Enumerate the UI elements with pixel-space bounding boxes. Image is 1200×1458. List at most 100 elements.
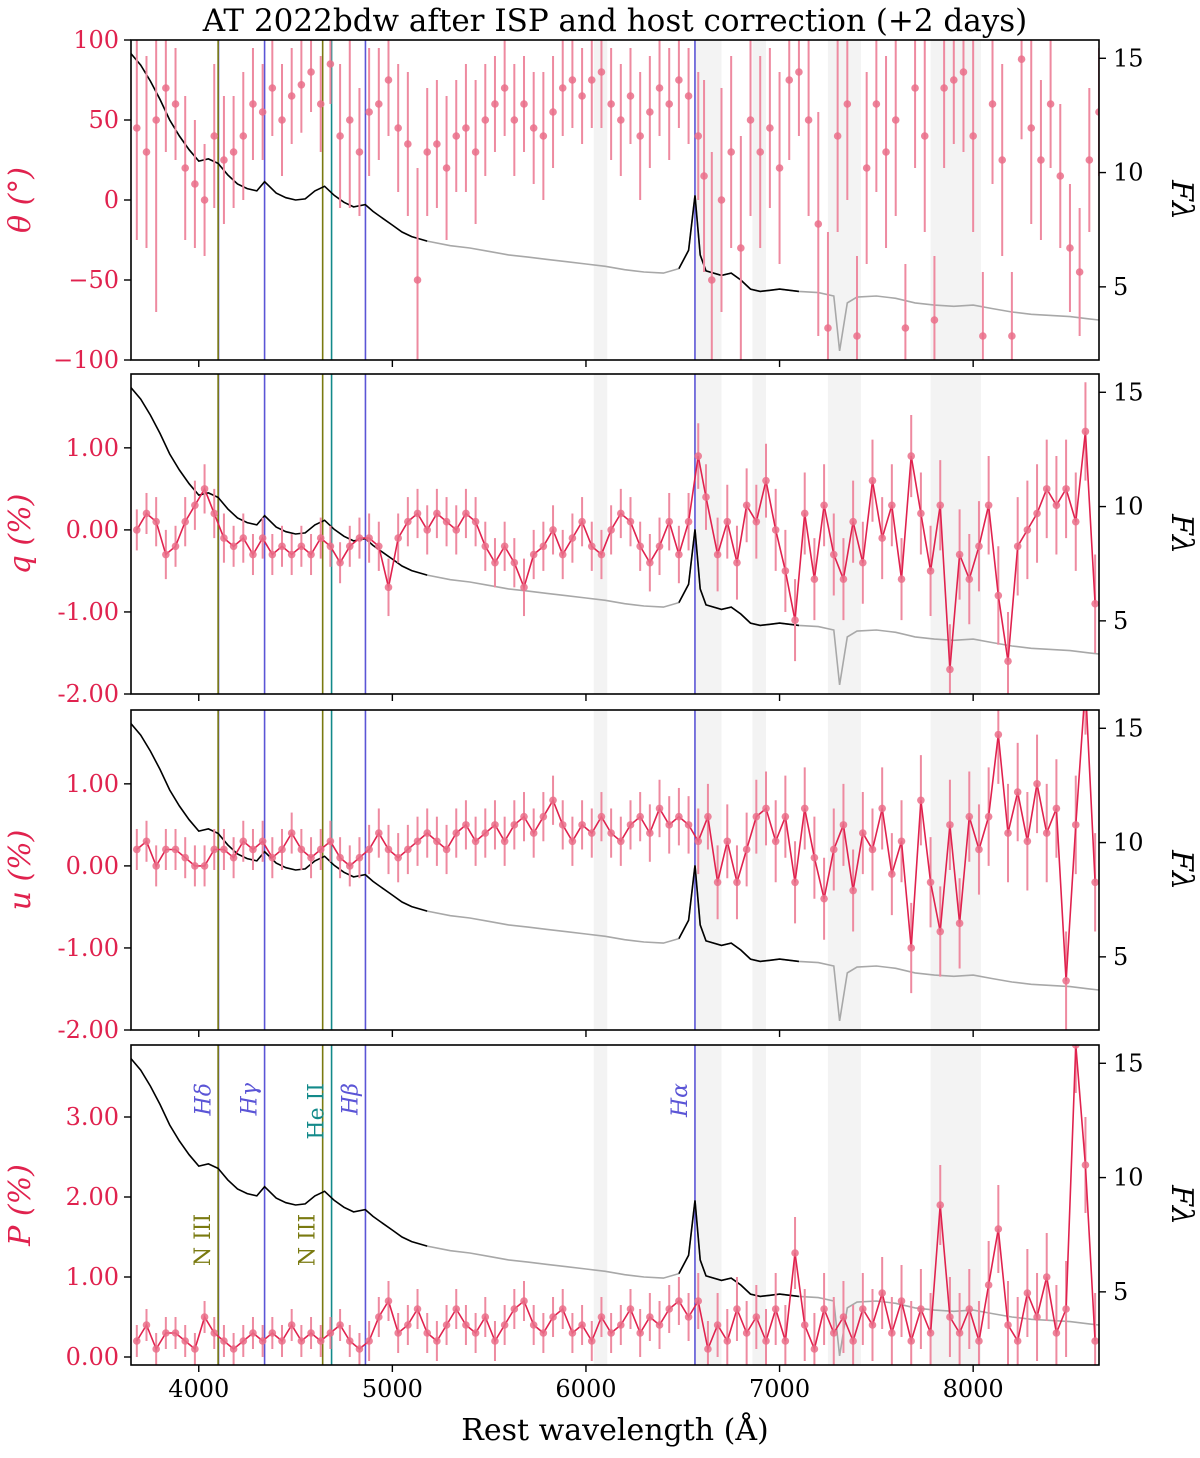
data-point	[142, 148, 151, 156]
data-point	[1023, 837, 1032, 846]
data-point	[636, 1329, 644, 1337]
data-point	[520, 1297, 528, 1305]
right-tick-label: 15	[1113, 378, 1144, 406]
data-point	[433, 837, 441, 846]
line-label: N III	[191, 1214, 216, 1266]
data-point	[268, 853, 277, 862]
data-point	[675, 812, 683, 821]
flux-spectrum-black-red	[678, 865, 799, 963]
data-point	[1008, 332, 1016, 340]
y-axis-label: q (%)	[3, 494, 38, 575]
data-point	[316, 534, 325, 542]
data-point	[1033, 509, 1041, 518]
flux-spectrum-black	[131, 1058, 428, 1247]
data-point	[510, 116, 519, 124]
data-point	[833, 132, 842, 140]
data-point	[626, 821, 635, 829]
right-axis-label: Fλ	[1164, 179, 1199, 220]
y-axis-label: u (%)	[3, 830, 38, 911]
data-point	[278, 1337, 286, 1345]
data-point	[684, 1313, 693, 1321]
data-point	[800, 804, 809, 813]
data-point	[1052, 804, 1061, 813]
data-point	[568, 534, 577, 542]
data-point	[791, 878, 799, 887]
data-point	[800, 1321, 809, 1329]
data-point	[394, 124, 402, 132]
data-point	[882, 148, 890, 156]
data-point	[878, 1289, 886, 1297]
data-point	[452, 526, 461, 534]
right-axis-label: Fλ	[1164, 849, 1199, 890]
right-tick-label: 5	[1113, 1278, 1128, 1306]
data-point	[442, 1321, 451, 1329]
data-point	[1091, 1337, 1099, 1345]
data-point	[607, 829, 615, 837]
data-point	[520, 100, 528, 108]
data-point	[771, 1305, 780, 1313]
y-tick-label: 0.00	[66, 516, 119, 544]
data-point	[578, 1321, 586, 1329]
data-point	[404, 845, 412, 854]
data-point	[684, 92, 693, 100]
data-point	[587, 542, 596, 551]
data-point	[442, 845, 451, 854]
right-axis-label: Fλ	[1164, 1184, 1199, 1225]
data-point	[568, 837, 577, 846]
data-point	[278, 542, 286, 551]
data-point	[975, 542, 983, 551]
telluric-band	[593, 1045, 608, 1365]
flux-spectrum-black-red	[678, 529, 799, 627]
data-point	[133, 526, 141, 534]
data-point	[1004, 829, 1012, 837]
data-point	[191, 501, 199, 510]
y-tick-label: 1.00	[66, 1263, 119, 1291]
data-point	[510, 821, 519, 829]
data-point	[191, 180, 199, 188]
data-point	[316, 845, 325, 854]
data-point	[1071, 1045, 1080, 1049]
data-point	[1075, 268, 1084, 276]
data-point	[278, 116, 286, 124]
data-point	[897, 575, 906, 583]
data-point	[239, 1337, 248, 1345]
data-point	[713, 550, 722, 559]
data-point	[1062, 1305, 1070, 1313]
data-point	[394, 853, 402, 862]
data-point	[316, 100, 325, 108]
data-point	[907, 452, 916, 460]
data-point	[665, 821, 674, 829]
data-point	[220, 1337, 228, 1345]
data-point	[597, 550, 606, 559]
data-point	[853, 332, 861, 340]
line-label: Hγ	[238, 1082, 263, 1116]
data-point	[142, 1321, 151, 1329]
data-point	[365, 108, 373, 116]
data-point	[384, 583, 393, 592]
data-point	[210, 845, 219, 854]
data-point	[413, 1305, 422, 1313]
data-point	[1062, 976, 1070, 985]
data-point	[665, 100, 674, 108]
data-point	[307, 550, 315, 559]
data-point	[268, 84, 277, 92]
x-tick-label: 7000	[749, 1375, 810, 1403]
data-point	[326, 60, 335, 68]
data-point	[998, 156, 1006, 164]
data-point	[820, 894, 828, 903]
data-point	[220, 156, 228, 164]
data-point	[297, 1337, 306, 1345]
data-point	[500, 837, 509, 846]
data-point	[752, 517, 761, 526]
data-point	[888, 1329, 896, 1337]
panel-q-plot-area	[131, 374, 1099, 694]
data-point	[979, 332, 987, 340]
data-point	[917, 509, 925, 518]
data-point	[491, 558, 499, 567]
x-tick-label: 8000	[943, 1375, 1004, 1403]
data-point	[965, 812, 974, 821]
data-point	[843, 100, 852, 108]
data-point	[626, 1305, 635, 1313]
telluric-band	[593, 710, 608, 1030]
data-point	[1042, 485, 1051, 493]
